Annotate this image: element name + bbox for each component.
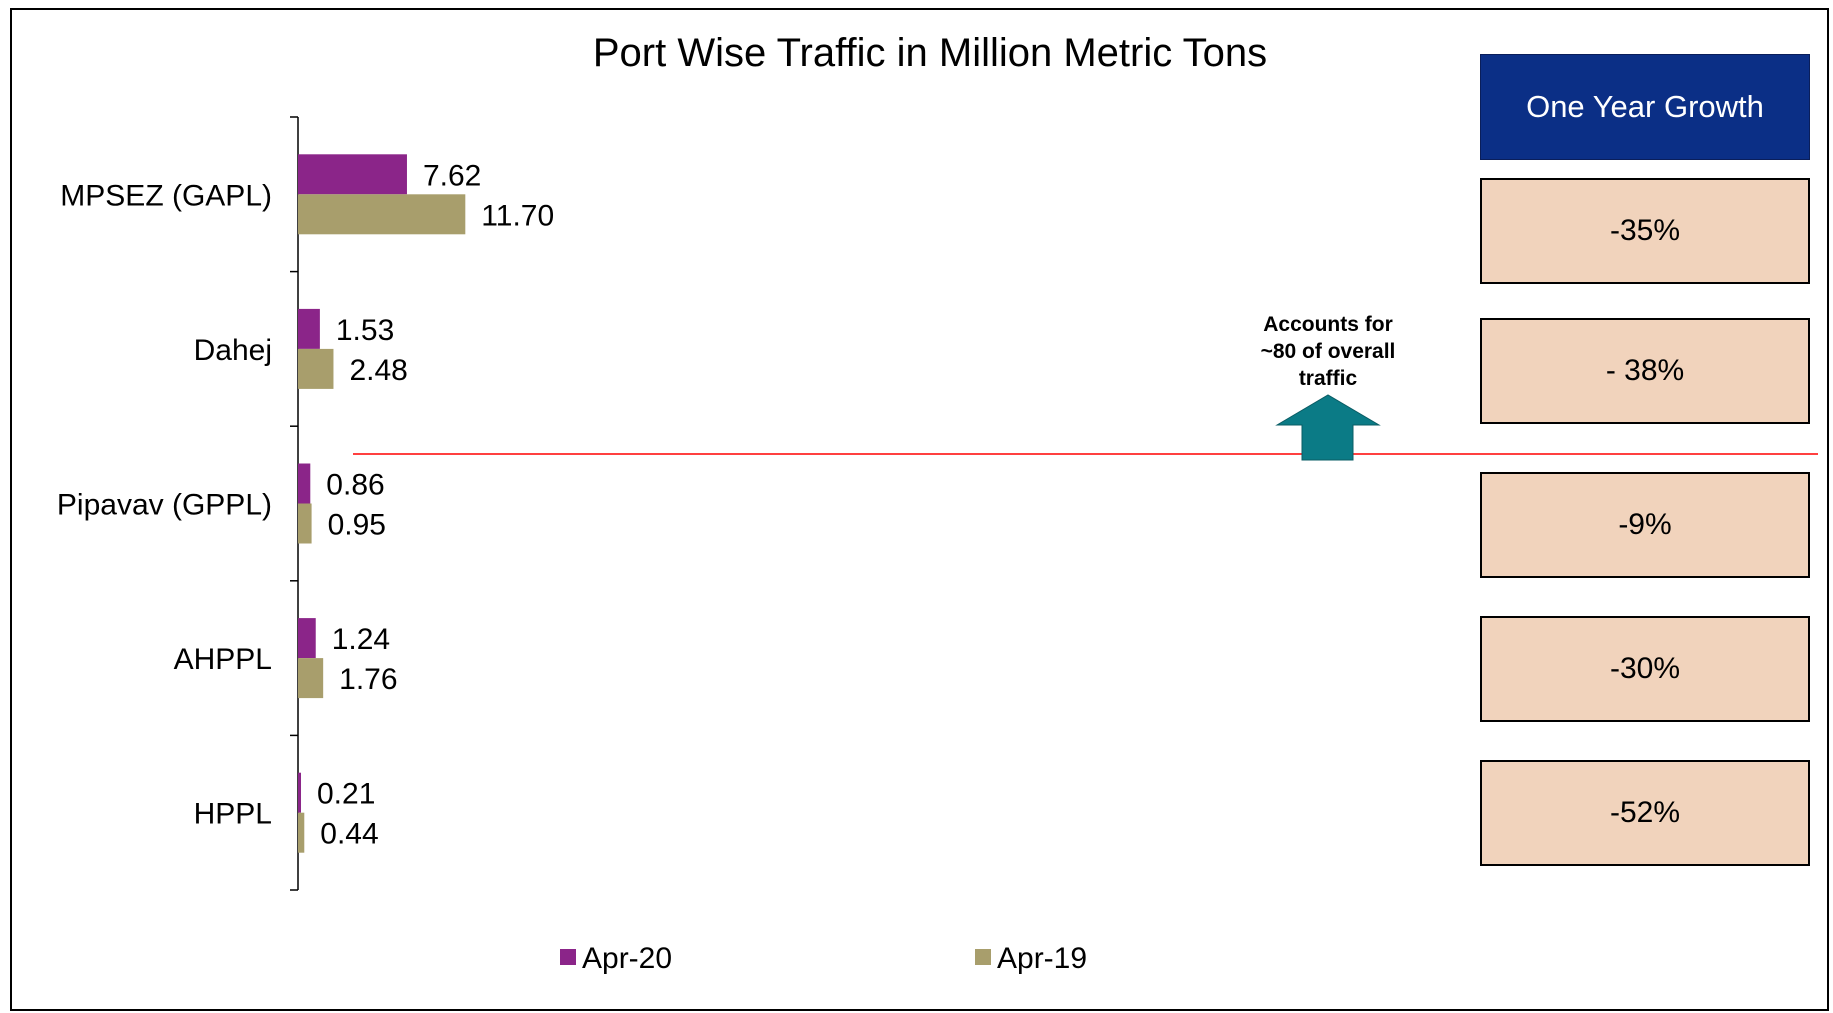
annotation-line: Accounts for: [1263, 313, 1393, 336]
legend-swatch: [560, 949, 576, 965]
category-label: Pipavav (GPPL): [57, 489, 272, 522]
bar-apr-19: [298, 503, 312, 544]
legend-swatch: [975, 949, 991, 965]
growth-value: -52%: [1480, 760, 1810, 866]
data-label: 0.86: [326, 469, 384, 502]
chart-title: Port Wise Traffic in Million Metric Tons: [593, 31, 1267, 75]
bar-apr-20: [298, 618, 316, 659]
growth-value: -9%: [1480, 472, 1810, 578]
data-label: 1.24: [332, 623, 390, 656]
growth-header: One Year Growth: [1480, 54, 1810, 160]
bar-apr-20: [298, 308, 320, 349]
annotation-text: Accounts for ~80 of overall traffic: [1228, 311, 1428, 392]
category-label: HPPL: [194, 798, 272, 831]
data-label: 2.48: [349, 354, 407, 387]
legend-label: Apr-20: [582, 942, 672, 975]
data-label: 0.44: [320, 818, 378, 851]
annotation-line: traffic: [1298, 367, 1358, 390]
data-label: 0.21: [317, 778, 375, 811]
data-label: 1.53: [336, 314, 394, 347]
legend-label: Apr-19: [997, 942, 1087, 975]
category-label: Dahej: [194, 334, 272, 367]
bar-apr-19: [298, 658, 324, 699]
up-arrow-icon: [1275, 394, 1381, 461]
bar-apr-20: [298, 463, 311, 504]
growth-value: - 38%: [1480, 318, 1810, 424]
bar-apr-19: [298, 194, 466, 235]
growth-value: -30%: [1480, 616, 1810, 722]
category-label: MPSEZ (GAPL): [60, 179, 272, 212]
growth-value: -35%: [1480, 178, 1810, 284]
data-label: 0.95: [328, 509, 386, 542]
bar-apr-19: [298, 348, 334, 389]
annotation-line: ~80 of overall: [1260, 340, 1396, 363]
data-label: 11.70: [481, 199, 554, 232]
data-label: 7.62: [423, 159, 481, 192]
category-label: AHPPL: [174, 643, 272, 676]
category-labels: MPSEZ (GAPL) Dahej Pipavav (GPPL) AHPPL HPPL: [57, 179, 272, 830]
bar-apr-20: [298, 772, 302, 813]
data-label: 1.76: [339, 663, 397, 696]
bars: [298, 154, 466, 853]
bar-apr-19: [298, 812, 305, 853]
legend: Apr-20 Apr-19: [560, 942, 1087, 975]
bar-apr-20: [298, 154, 407, 195]
y-axis-ticks: [290, 116, 298, 891]
